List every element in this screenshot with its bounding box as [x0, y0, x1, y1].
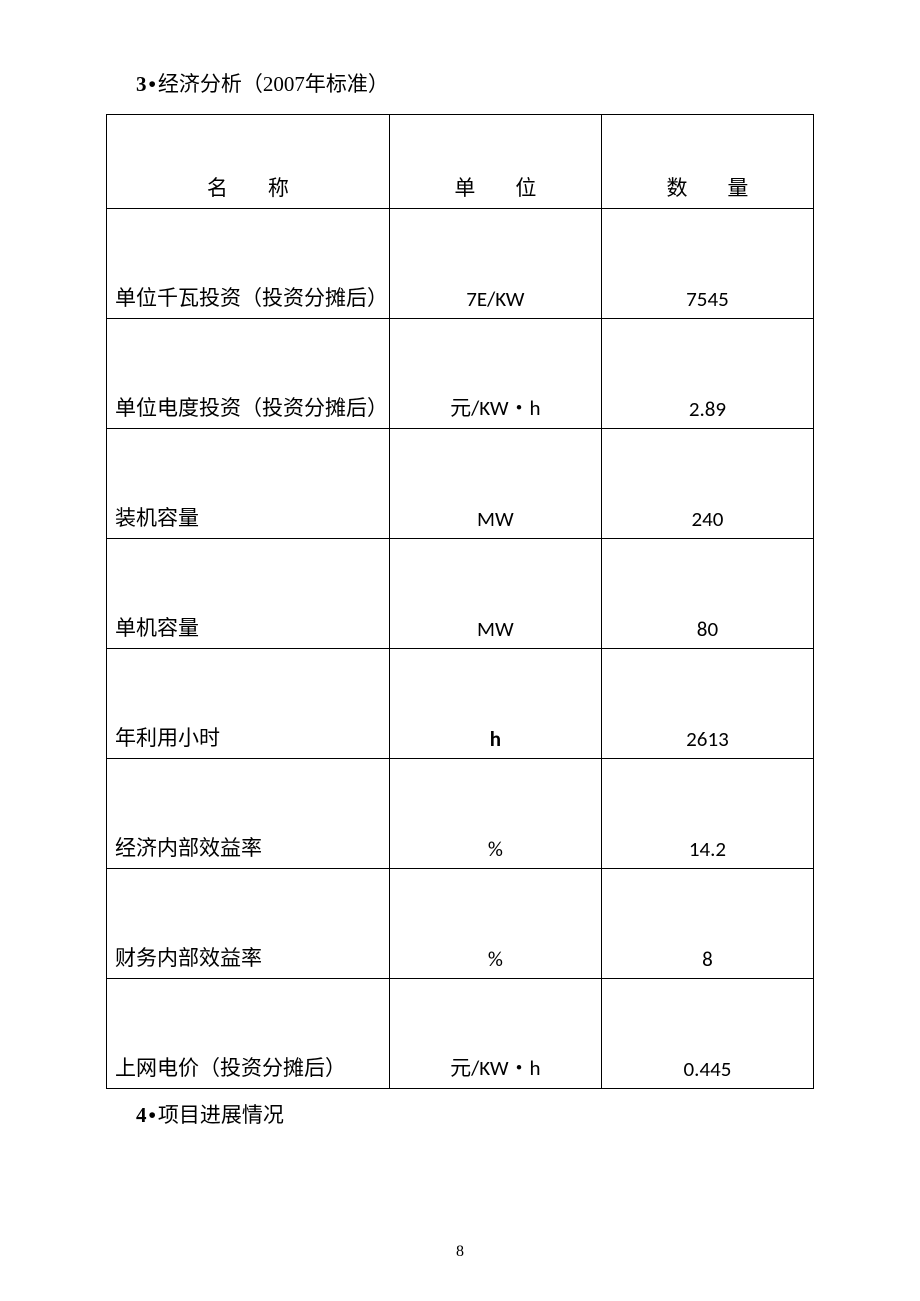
cell-unit: 7E/KW	[389, 209, 601, 319]
cell-qty: 80	[601, 539, 813, 649]
cell-qty: 2.89	[601, 319, 813, 429]
column-header-name: 名称	[107, 115, 390, 209]
cell-unit: 元/KW・h	[389, 979, 601, 1089]
section-4-title: 项目进展情况	[158, 1103, 284, 1127]
cell-name: 财务内部效益率	[107, 869, 390, 979]
bullet-dot: •	[149, 73, 156, 96]
table-row: 装机容量 MW 240	[107, 429, 814, 539]
section-3-title: 经济分析（2007年标准）	[158, 72, 389, 96]
page-number: 8	[0, 1243, 920, 1261]
section-4-number: 4	[136, 1103, 147, 1127]
table-row: 上网电价（投资分摊后） 元/KW・h 0.445	[107, 979, 814, 1089]
cell-qty: 8	[601, 869, 813, 979]
cell-unit: %	[389, 759, 601, 869]
cell-qty: 7545	[601, 209, 813, 319]
cell-qty: 0.445	[601, 979, 813, 1089]
cell-name: 单机容量	[107, 539, 390, 649]
column-header-qty: 数量	[601, 115, 813, 209]
cell-qty: 2613	[601, 649, 813, 759]
table-row: 单机容量 MW 80	[107, 539, 814, 649]
cell-unit: %	[389, 869, 601, 979]
section-4-heading: 4•项目进展情况	[106, 1099, 814, 1129]
cell-qty: 14.2	[601, 759, 813, 869]
section-3-number: 3	[136, 72, 147, 96]
table-row: 单位电度投资（投资分摊后） 元/KW・h 2.89	[107, 319, 814, 429]
table-row: 年利用小时 h 2613	[107, 649, 814, 759]
bullet-dot: •	[149, 1104, 156, 1127]
cell-name: 上网电价（投资分摊后）	[107, 979, 390, 1089]
cell-unit: 元/KW・h	[389, 319, 601, 429]
table-row: 财务内部效益率 % 8	[107, 869, 814, 979]
economic-analysis-table: 名称 单位 数量 单位千瓦投资（投资分摊后） 7E/KW 7545 单位电度投资…	[106, 114, 814, 1089]
cell-qty: 240	[601, 429, 813, 539]
table-header-row: 名称 单位 数量	[107, 115, 814, 209]
section-3-heading: 3•经济分析（2007年标准）	[106, 68, 814, 98]
cell-unit: MW	[389, 539, 601, 649]
column-header-unit: 单位	[389, 115, 601, 209]
cell-unit: h	[389, 649, 601, 759]
table-row: 经济内部效益率 % 14.2	[107, 759, 814, 869]
cell-name: 单位千瓦投资（投资分摊后）	[107, 209, 390, 319]
cell-unit: MW	[389, 429, 601, 539]
cell-name: 装机容量	[107, 429, 390, 539]
table-row: 单位千瓦投资（投资分摊后） 7E/KW 7545	[107, 209, 814, 319]
cell-name: 年利用小时	[107, 649, 390, 759]
cell-name: 经济内部效益率	[107, 759, 390, 869]
cell-name: 单位电度投资（投资分摊后）	[107, 319, 390, 429]
